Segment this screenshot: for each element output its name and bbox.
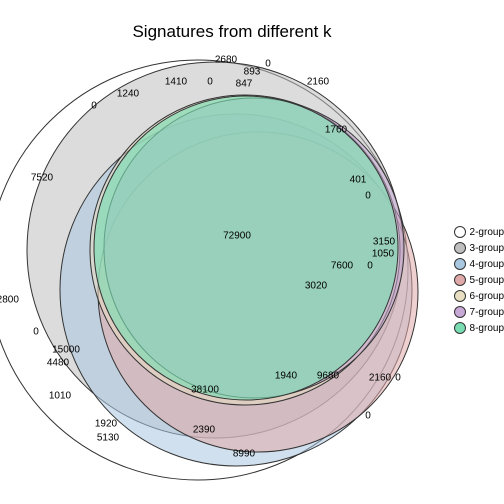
region-count: 3020 xyxy=(305,281,327,292)
region-count: 12800 xyxy=(0,295,19,306)
region-count: 893 xyxy=(244,67,261,78)
region-count: 401 xyxy=(350,175,367,186)
legend-swatch xyxy=(454,226,466,238)
legend-label: 7-group xyxy=(470,307,504,318)
region-count: 1920 xyxy=(95,419,117,430)
legend-swatch xyxy=(454,242,466,254)
region-count: 4480 xyxy=(47,358,69,369)
legend-label: 2-group xyxy=(470,227,504,238)
region-count: 0 xyxy=(367,261,373,272)
region-count: 0 xyxy=(265,59,271,70)
legend-swatch xyxy=(454,322,466,334)
legend-item: 5-group xyxy=(454,272,504,288)
region-count: 38100 xyxy=(191,385,219,396)
legend-label: 5-group xyxy=(470,275,504,286)
legend-item: 3-group xyxy=(454,240,504,256)
legend-item: 7-group xyxy=(454,304,504,320)
region-count: 2390 xyxy=(193,425,215,436)
legend-label: 8-group xyxy=(470,323,504,334)
region-count: 7520 xyxy=(31,173,53,184)
region-count: 0 xyxy=(91,101,97,112)
legend-swatch xyxy=(454,274,466,286)
region-count: 7600 xyxy=(331,261,353,272)
region-count: 2680 xyxy=(215,55,237,66)
region-count: 3150 xyxy=(373,237,395,248)
legend-swatch xyxy=(454,258,466,270)
circle-8-group xyxy=(94,96,398,400)
legend-item: 4-group xyxy=(454,256,504,272)
region-count: 1410 xyxy=(165,77,187,88)
legend: 2-group 3-group 4-group 5-group 6-group 7-gro… xyxy=(454,224,504,336)
legend-item: 2-group xyxy=(454,224,504,240)
region-count: 1010 xyxy=(49,391,71,402)
region-count: 0 xyxy=(33,327,39,338)
region-count: 1240 xyxy=(117,89,139,100)
region-count: 0 xyxy=(365,191,371,202)
region-count: 72900 xyxy=(223,231,251,242)
legend-item: 8-group xyxy=(454,320,504,336)
legend-item: 6-group xyxy=(454,288,504,304)
legend-label: 3-group xyxy=(470,243,504,254)
legend-label: 4-group xyxy=(470,259,504,270)
region-count: 2160 xyxy=(307,77,329,88)
region-count: 1050 xyxy=(372,249,394,260)
region-count: 9680 xyxy=(317,371,339,382)
legend-swatch xyxy=(454,290,466,302)
region-count: 15000 xyxy=(52,345,80,356)
legend-swatch xyxy=(454,306,466,318)
region-count: 5130 xyxy=(97,433,119,444)
region-count: 1760 xyxy=(325,125,347,136)
region-count: 847 xyxy=(236,79,253,90)
region-count: 0 xyxy=(207,77,213,88)
legend-label: 6-group xyxy=(470,291,504,302)
region-count: 1940 xyxy=(275,371,297,382)
region-count: 2160 xyxy=(369,373,391,384)
region-count: 0 xyxy=(365,411,371,422)
region-count: 0 xyxy=(395,373,401,384)
region-count: 8990 xyxy=(233,449,255,460)
